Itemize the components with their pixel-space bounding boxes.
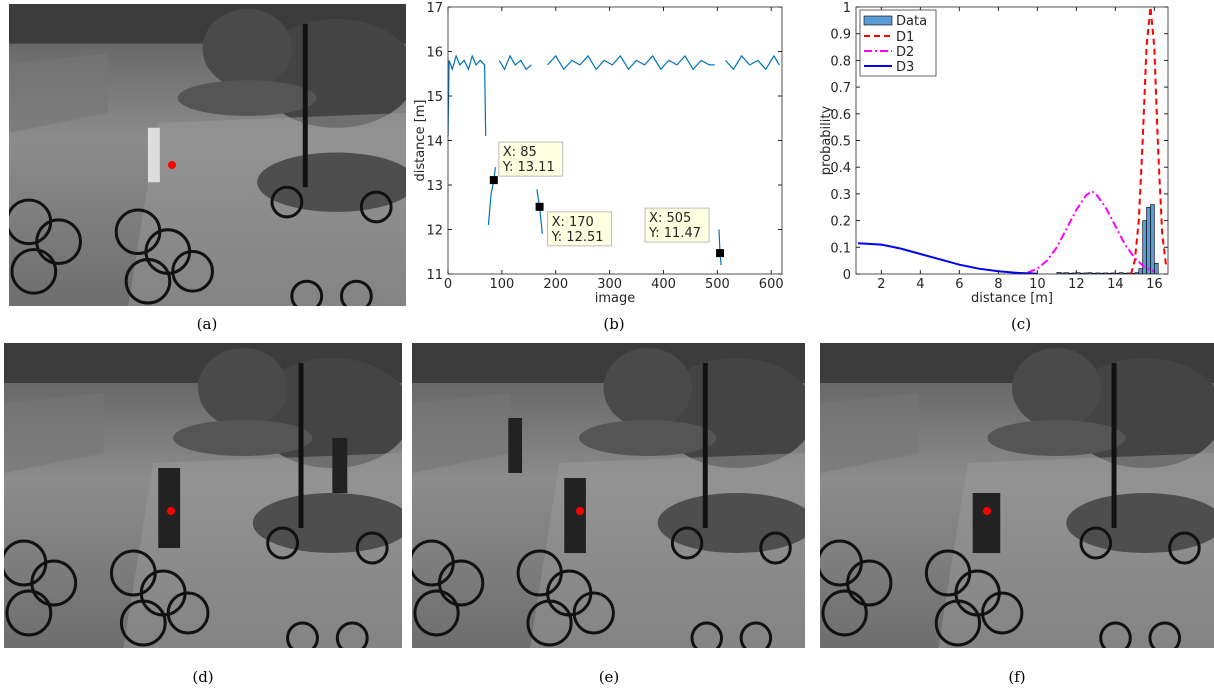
x-tick-label: 600	[759, 277, 784, 292]
x-tick-label: 200	[543, 277, 568, 292]
y-tick-label: 17	[426, 1, 443, 16]
x-tick-label: 4	[916, 277, 924, 292]
y-axis-label: distance [m]	[413, 99, 428, 181]
legend-label: D2	[896, 45, 914, 60]
x-tick-label: 400	[651, 277, 676, 292]
caption: (f)	[1008, 668, 1025, 686]
y-tick-label: 0.4	[830, 161, 851, 176]
photo-a	[9, 4, 406, 306]
y-tick-label: 0.5	[830, 135, 851, 150]
legend-swatch	[863, 15, 893, 26]
chart: 0 100 200 300 400 500 600 11 12 13 14 15 16 17 image di…	[413, 1, 784, 306]
data-tip-y: Y: 13.11	[502, 160, 555, 175]
chart: 2 4 6 8 10 12 14 16 0 0.1 0.2 0.3 0.4 0.5 0.6 0.7 0.8 0.9…	[819, 1, 1169, 306]
data-tip-marker	[489, 176, 498, 185]
data-tip-y: Y: 11.47	[648, 226, 701, 241]
y-tick-label: 12	[426, 224, 443, 239]
x-tick-label: 16	[1146, 277, 1163, 292]
x-tick-label: 10	[1029, 277, 1046, 292]
x-tick-label: 8	[994, 277, 1002, 292]
bar	[1138, 268, 1143, 274]
line	[1130, 7, 1168, 274]
photo-f	[820, 343, 1214, 648]
y-tick-label: 14	[426, 135, 443, 150]
x-tick-label: 6	[955, 277, 963, 292]
plot	[857, 7, 1168, 274]
axes-box	[447, 6, 783, 275]
data-tip-box	[644, 207, 710, 243]
bar	[1146, 206, 1151, 274]
y-tick-label: 11	[426, 268, 443, 283]
y-tick-label: 16	[426, 46, 443, 61]
data-tip-marker	[535, 202, 544, 211]
y-tick-label: 0.1	[830, 241, 851, 256]
y-tick-label: 0	[843, 268, 851, 283]
y-tick-label: 15	[426, 90, 443, 105]
bar	[1150, 204, 1155, 274]
y-tick-label: 13	[426, 179, 443, 194]
y-tick-label: 0.8	[830, 54, 851, 69]
caption: (a)	[197, 315, 218, 333]
y-tick-label: 0.3	[830, 188, 851, 203]
data-tip-box	[498, 141, 564, 177]
y-tick-label: 0.2	[830, 215, 851, 230]
y-tick-label: 0.7	[830, 81, 851, 96]
x-tick-label: 2	[877, 277, 885, 292]
data-tip-x: X: 170	[552, 215, 594, 230]
x-tick-label: 14	[1107, 277, 1124, 292]
photo-d	[4, 343, 402, 648]
caption: (c)	[1011, 315, 1031, 333]
caption: (e)	[599, 668, 620, 686]
x-tick-label: 500	[705, 277, 730, 292]
data-tip-x: X: 505	[649, 211, 691, 226]
x-axis-label: image	[595, 291, 636, 306]
data-tip-box	[547, 211, 613, 247]
photo-e	[412, 343, 805, 648]
data-tip-y: Y: 12.51	[551, 230, 604, 245]
axes-box	[855, 6, 1169, 275]
x-tick-label: 100	[489, 277, 514, 292]
x-tick-label: 0	[444, 277, 452, 292]
line	[857, 242, 1038, 274]
x-tick-label: 300	[597, 277, 622, 292]
y-tick-label: 1	[843, 1, 851, 16]
caption: (b)	[603, 315, 624, 333]
plot-area	[448, 7, 782, 274]
x-axis-label: distance [m]	[971, 291, 1053, 306]
legend-label: D1	[896, 30, 914, 45]
caption: (d)	[192, 668, 213, 686]
data-tip-x: X: 85	[503, 145, 537, 160]
legend-label: Data	[896, 14, 927, 29]
line	[1027, 189, 1155, 274]
data-tip-marker	[716, 249, 725, 258]
bar	[1154, 263, 1159, 274]
x-tick-label: 12	[1068, 277, 1085, 292]
y-axis-label: probability	[819, 106, 834, 176]
y-tick-label: 0.9	[830, 28, 851, 43]
y-tick-label: 0.6	[830, 108, 851, 123]
legend-label: D3	[896, 60, 914, 75]
